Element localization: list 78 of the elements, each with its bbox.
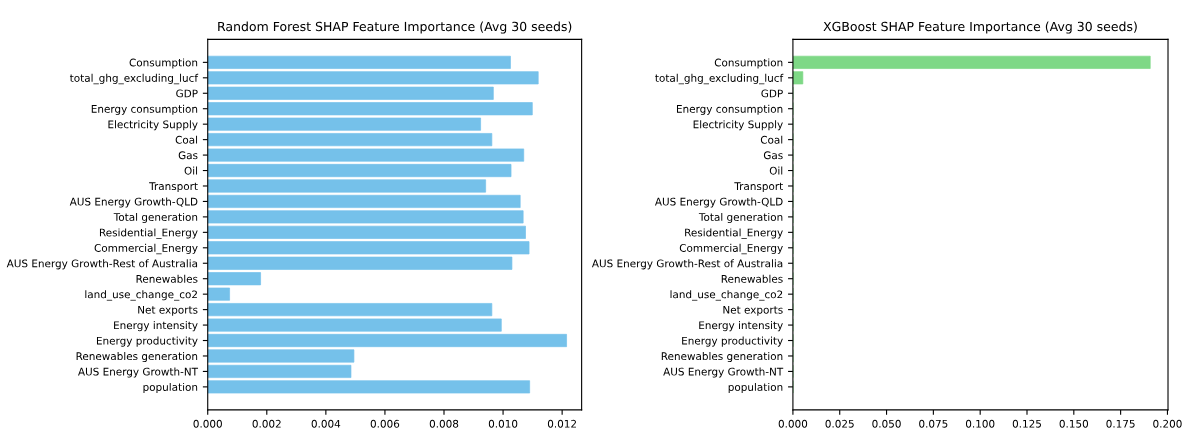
bar	[207, 318, 502, 332]
y-tick-label: total_ghg_excluding_lucf	[655, 73, 784, 85]
y-tick-label: GDP	[761, 89, 783, 98]
y-tick-label: Gas	[178, 151, 198, 160]
y-tick-label: Oil	[184, 166, 198, 175]
bar	[207, 333, 567, 348]
x-tick-label: 0.002	[252, 419, 281, 428]
y-tick-label: Energy consumption	[91, 104, 198, 115]
y-tick-label: AUS Energy Growth-NT	[663, 367, 784, 378]
y-tick-label: Energy intensity	[699, 321, 783, 332]
y-tick-label: Energy productivity	[682, 336, 783, 347]
bar	[792, 55, 1151, 69]
bar	[207, 349, 355, 363]
y-tick-label: Renewables	[721, 274, 783, 283]
x-tick-label: 0.000	[193, 419, 222, 428]
bar	[207, 164, 512, 178]
y-tick-label: Energy intensity	[114, 321, 198, 332]
x-tick-label: 0.008	[429, 419, 459, 428]
y-tick-label: AUS Energy Growth-Rest of Australia	[6, 259, 198, 270]
chart-title: XGBoost SHAP Feature Importance (Avg 30 seeds)	[823, 21, 1137, 34]
y-tick-label: Consumption	[714, 58, 783, 69]
x-tick-label: 0.006	[370, 419, 400, 428]
y-tick-label: AUS Energy Growth-QLD	[654, 197, 783, 208]
y-tick-label: population	[143, 382, 198, 393]
y-tick-label: Energy consumption	[676, 104, 783, 115]
chart-title: Random Forest SHAP Feature Importance (Avg 30 seeds)	[218, 21, 572, 34]
bar	[792, 71, 804, 85]
y-tick-label: Electricity Supply	[693, 120, 783, 131]
bar	[207, 148, 525, 162]
y-tick-label: AUS Energy Growth-NT	[78, 367, 199, 378]
bar	[207, 210, 524, 224]
y-tick-label: Renewables generation	[661, 352, 783, 363]
x-tick-label: 0.075	[919, 419, 948, 428]
x-tick-label: 0.025	[825, 419, 854, 428]
x-tick-label: 0.012	[547, 419, 576, 428]
y-tick-label: Consumption	[129, 58, 198, 69]
x-tick-label: 0.050	[872, 419, 901, 428]
y-tick-label: Total generation	[698, 212, 783, 224]
y-tick-label: Energy productivity	[96, 336, 198, 347]
y-tick-label: Renewables	[136, 274, 198, 283]
y-tick-label: total_ghg_excluding_lucf	[69, 73, 199, 85]
y-tick-label: Total generation	[113, 212, 198, 224]
y-tick-label: Gas	[763, 151, 783, 160]
bar	[207, 225, 526, 239]
y-tick-label: Oil	[769, 166, 783, 175]
y-tick-label: Net exports	[723, 305, 783, 316]
y-tick-label: Net exports	[138, 305, 198, 316]
y-tick-label: land_use_change_co2	[85, 290, 197, 301]
y-tick-label: Coal	[760, 135, 783, 144]
y-tick-label: Residential_Energy	[685, 228, 783, 239]
x-tick-label: 0.200	[1153, 419, 1182, 428]
bar	[207, 55, 511, 69]
y-tick-label: Transport	[149, 182, 198, 193]
bar	[207, 194, 521, 208]
bar	[207, 364, 352, 378]
bar	[207, 303, 493, 317]
x-tick-label: 0.004	[311, 419, 341, 428]
x-tick-label: 0.125	[1012, 419, 1041, 428]
y-tick-label: Residential_Energy	[99, 228, 198, 239]
y-tick-label: Electricity Supply	[108, 120, 198, 131]
bar	[207, 133, 493, 147]
y-tick-label: Commercial_Energy	[94, 243, 198, 255]
x-tick-label: 0.000	[778, 419, 808, 428]
y-tick-label: AUS Energy Growth-QLD	[69, 197, 198, 208]
y-tick-label: AUS Energy Growth-Rest of Australia	[591, 259, 783, 270]
y-tick-label: population	[728, 382, 783, 393]
x-tick-label: 0.150	[1059, 419, 1089, 428]
x-tick-label: 0.175	[1106, 419, 1135, 428]
y-tick-label: land_use_change_co2	[670, 290, 783, 301]
x-tick-label: 0.010	[488, 419, 518, 428]
bar	[207, 179, 486, 193]
y-tick-label: GDP	[176, 89, 198, 98]
y-tick-label: Transport	[734, 182, 783, 193]
bar	[207, 380, 530, 394]
x-tick-label: 0.100	[965, 419, 995, 428]
y-tick-label: Coal	[175, 135, 198, 144]
y-tick-label: Commercial_Energy	[679, 243, 783, 255]
y-tick-label: Renewables generation	[76, 352, 198, 363]
